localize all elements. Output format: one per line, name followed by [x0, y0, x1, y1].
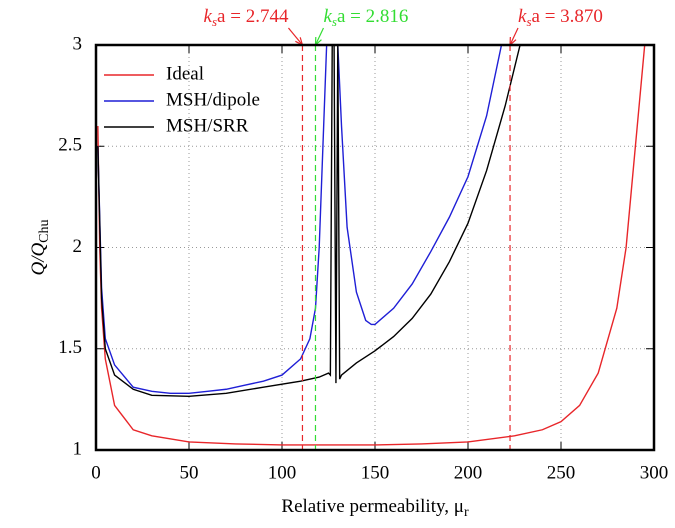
- x-tick-label: 0: [91, 462, 101, 483]
- x-axis-label-sub: r: [464, 505, 469, 520]
- annotation-sub: s: [212, 14, 217, 29]
- legend-label: MSH/SRR: [166, 115, 249, 136]
- y-axis-label-part: Q/Q: [28, 243, 49, 276]
- series-line: [97, 45, 646, 446]
- annotation-arrow: [314, 27, 325, 46]
- annotation-sub: s: [526, 14, 531, 29]
- y-tick-label: 1.5: [58, 337, 82, 358]
- annotation-part: a = 2.816: [337, 6, 408, 27]
- y-axis-label: Q/QChu: [28, 219, 52, 275]
- annotation-part: a = 3.870: [532, 6, 603, 27]
- plot-area: [97, 45, 646, 446]
- x-tick-label: 300: [640, 462, 669, 483]
- series-line: [97, 45, 521, 398]
- y-tick-label: 3: [73, 33, 83, 54]
- y-tick-label: 1: [73, 438, 83, 459]
- annotation-part: k: [204, 6, 213, 27]
- y-axis-label-sub: Chu: [37, 219, 52, 242]
- x-tick-label: 200: [454, 462, 483, 483]
- annotation-part: k: [323, 6, 332, 27]
- series-line: [97, 45, 503, 394]
- x-tick-label: 50: [180, 462, 199, 483]
- annotation-part: k: [518, 6, 527, 27]
- y-tick-label: 2: [73, 236, 83, 257]
- x-tick-label: 150: [361, 462, 390, 483]
- annotation: ksa = 3.870: [518, 6, 603, 29]
- y-tick-label: 2.5: [58, 135, 82, 156]
- annotation: ksa = 2.744: [204, 6, 289, 29]
- annotation-arrow: [287, 27, 303, 46]
- legend-label: MSH/dipole: [166, 89, 260, 110]
- annotation: ksa = 2.816: [323, 6, 408, 29]
- x-tick-label: 100: [268, 462, 297, 483]
- legend-label: Ideal: [166, 63, 204, 84]
- x-axis-label-part: Relative permeability, μ: [281, 496, 464, 517]
- annotation-part: a = 2.744: [217, 6, 289, 27]
- annotation-arrow: [509, 27, 519, 46]
- plot-frame: [94, 43, 656, 452]
- x-axis-label: Relative permeability, μr: [281, 496, 469, 520]
- x-tick-label: 250: [547, 462, 576, 483]
- annotation-sub: s: [332, 14, 337, 29]
